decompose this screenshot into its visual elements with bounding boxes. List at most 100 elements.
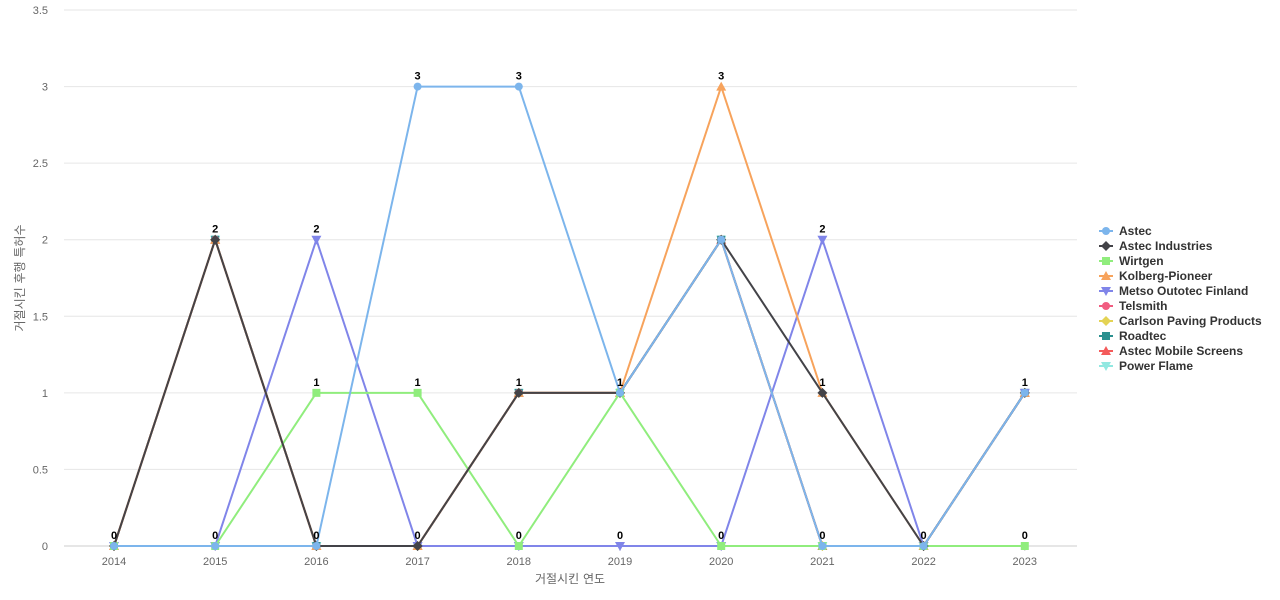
data-label: 0 — [718, 530, 724, 542]
y-tick-label: 3.5 — [33, 5, 48, 17]
data-point-marker — [818, 542, 827, 550]
legend-label: Astec — [1119, 224, 1152, 238]
data-point-marker — [312, 388, 321, 397]
data-point-marker — [717, 235, 726, 244]
data-label: 1 — [415, 377, 421, 389]
y-tick-label: 1.5 — [33, 311, 48, 323]
x-tick-label: 2022 — [911, 556, 935, 568]
data-label: 0 — [617, 530, 623, 542]
legend-item[interactable]: Power Flame — [1099, 359, 1193, 373]
data-label: 0 — [415, 530, 421, 542]
legend-label: Telsmith — [1119, 299, 1167, 313]
data-point-marker — [1101, 271, 1111, 280]
x-tick-label: 2020 — [709, 556, 733, 568]
data-label: 1 — [617, 377, 623, 389]
data-point-marker — [615, 542, 625, 551]
y-tick-label: 0.5 — [33, 464, 48, 476]
data-label: 3 — [516, 71, 522, 83]
data-point-marker — [110, 542, 118, 550]
data-point-marker — [514, 82, 523, 91]
data-label: 1 — [516, 377, 522, 389]
data-point-marker — [211, 542, 220, 550]
data-point-marker — [311, 235, 322, 245]
gridlines — [64, 9, 1077, 547]
legend-label: Kolberg-Pioneer — [1119, 269, 1213, 283]
data-point-marker — [717, 542, 726, 550]
data-point-marker — [413, 82, 422, 91]
legend-item[interactable]: Carlson Paving Products — [1099, 314, 1262, 328]
y-tick-label: 2 — [42, 235, 48, 247]
data-point-marker — [817, 387, 828, 398]
legend-label: Roadtec — [1119, 329, 1167, 343]
legend-label: Wirtgen — [1119, 254, 1164, 268]
data-label: 2 — [212, 224, 218, 236]
data-point-marker — [1101, 316, 1111, 326]
y-tick-label: 2.5 — [33, 158, 48, 170]
x-tick-label: 2019 — [608, 556, 632, 568]
data-point-marker — [1101, 346, 1111, 355]
y-axis-ticks: 0 0.5 1 1.5 2 2.5 3 3.5 — [33, 5, 48, 553]
data-point-marker — [1102, 257, 1110, 265]
data-label: 1 — [1022, 377, 1028, 389]
series-group — [109, 81, 1030, 551]
data-point-marker — [312, 542, 321, 550]
legend-item[interactable]: Telsmith — [1099, 299, 1167, 313]
data-point-marker — [513, 387, 524, 398]
data-point-marker — [413, 388, 422, 397]
x-tick-label: 2021 — [810, 556, 834, 568]
legend-label: Astec Industries — [1119, 239, 1213, 253]
x-tick-label: 2023 — [1013, 556, 1037, 568]
data-label: 0 — [212, 530, 218, 542]
y-tick-label: 3 — [42, 82, 48, 94]
y-tick-label: 1 — [42, 388, 48, 400]
legend-item[interactable]: Astec Industries — [1099, 239, 1213, 253]
data-label: 0 — [921, 530, 927, 542]
data-point-marker — [1102, 332, 1110, 340]
data-point-marker — [1020, 542, 1029, 550]
data-point-marker — [817, 235, 828, 245]
data-point-marker — [412, 541, 423, 551]
x-tick-label: 2018 — [507, 556, 531, 568]
data-label: 3 — [415, 71, 421, 83]
data-label: 2 — [819, 224, 825, 236]
x-tick-label: 2014 — [102, 556, 126, 568]
series-line — [113, 238, 1026, 547]
data-point-marker — [1101, 362, 1111, 371]
legend-label: Power Flame — [1119, 359, 1193, 373]
data-label: 0 — [1022, 530, 1028, 542]
data-point-marker — [616, 388, 624, 397]
legend-item[interactable]: Roadtec — [1099, 329, 1167, 343]
data-label: 1 — [819, 377, 825, 389]
series-astec-industries — [109, 234, 1030, 551]
legend-item[interactable]: Wirtgen — [1099, 254, 1164, 268]
x-axis-ticks: 2014 2015 2016 2017 2018 2019 2020 2021 2022 2023 — [102, 546, 1037, 568]
x-axis-title: 거절시킨 연도 — [535, 572, 605, 586]
y-tick-label: 0 — [42, 541, 48, 553]
data-point-marker — [919, 542, 928, 550]
data-label: 0 — [819, 530, 825, 542]
legend-item[interactable]: Astec — [1099, 224, 1152, 238]
x-tick-label: 2017 — [405, 556, 429, 568]
data-point-marker — [1020, 388, 1029, 397]
series-astec — [110, 82, 1029, 550]
legend-label: Carlson Paving Products — [1119, 314, 1262, 328]
legend-label: Metso Outotec Finland — [1119, 284, 1248, 298]
legend-item[interactable]: Kolberg-Pioneer — [1099, 269, 1213, 283]
data-label: 1 — [313, 377, 319, 389]
y-axis-title: 거절시킨 후행 특허수 — [12, 225, 27, 332]
data-label: 0 — [111, 530, 117, 542]
legend-item[interactable]: Astec Mobile Screens — [1099, 344, 1243, 358]
data-label: 1 — [617, 377, 623, 389]
legend-item[interactable]: Metso Outotec Finland — [1099, 284, 1248, 298]
x-tick-label: 2015 — [203, 556, 227, 568]
data-point-marker — [210, 234, 221, 245]
data-point-marker — [716, 81, 727, 91]
data-label: 2 — [313, 224, 319, 236]
data-label: 0 — [313, 530, 319, 542]
data-point-marker — [1101, 287, 1111, 296]
x-tick-label: 2016 — [304, 556, 328, 568]
data-label: 3 — [718, 71, 724, 83]
